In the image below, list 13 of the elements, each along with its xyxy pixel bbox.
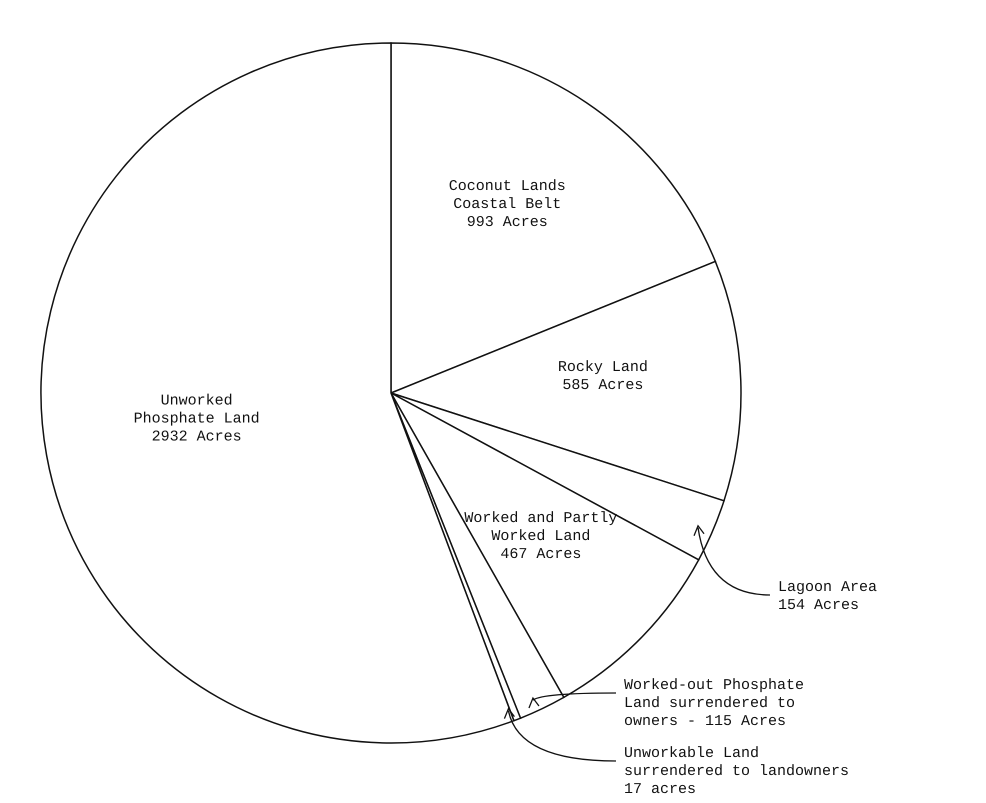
slice-label: Worked-out Phosphate Land surrendered to owners - 115 Acres — [624, 677, 804, 730]
slice-label: Coconut Lands Coastal Belt — [448, 178, 566, 214]
slice-label: Unworkable Land surrendered to landowners — [624, 745, 850, 780]
data-label: 585 Acres — [562, 377, 644, 394]
slice-label: Rocky Land — [558, 359, 648, 376]
data-label: 993 Acres — [466, 214, 548, 232]
slice-label: Lagoon Area — [778, 579, 878, 596]
data-label: 154 Acres — [778, 597, 860, 614]
slice-label: Worked and Partly Worked Land — [464, 510, 618, 545]
data-label: 467 Acres — [500, 546, 582, 563]
data-label: 17 acres — [624, 781, 696, 798]
slice-label: Unworked Phosphate Land — [134, 392, 260, 428]
data-label: 2932 Acres — [152, 428, 242, 446]
